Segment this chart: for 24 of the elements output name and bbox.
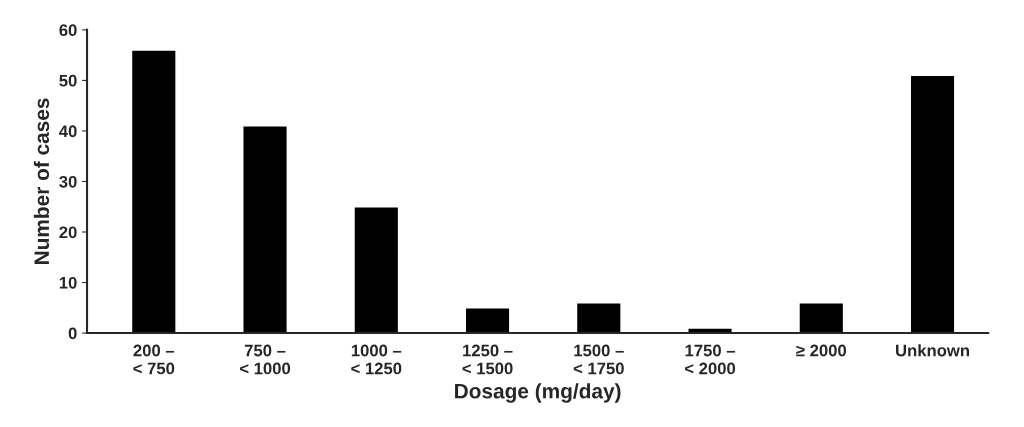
y-tick-label: 60 [59,24,77,37]
x-tick-label: 1500 – < 1750 [573,344,624,375]
x-tick-label: 750 – < 1000 [240,344,291,375]
y-tick-label: 50 [59,74,77,87]
bar [464,307,511,334]
x-axis-title: Dosage (mg/day) [455,383,621,403]
bar [798,302,845,334]
bar [130,49,177,334]
x-tick-label: 1250 – < 1500 [462,344,513,375]
bar [909,74,956,334]
x-tick-label: 1750 – < 2000 [685,344,736,375]
x-tick-label: 200 – < 750 [133,344,175,375]
y-tick-label: 40 [59,125,77,138]
bar [353,206,400,334]
bar [575,302,622,334]
x-tick-label: 1000 – < 1250 [351,344,402,375]
y-axis-title: Number of cases [33,98,50,265]
y-tick-label: 30 [59,175,77,188]
bar [242,125,288,334]
y-tick-label: 0 [68,327,77,340]
y-tick-label: 20 [59,226,77,239]
y-tick-label: 10 [59,276,77,289]
x-tick-label: ≥ 2000 [796,344,847,357]
x-tick-label: Unknown [896,344,969,357]
